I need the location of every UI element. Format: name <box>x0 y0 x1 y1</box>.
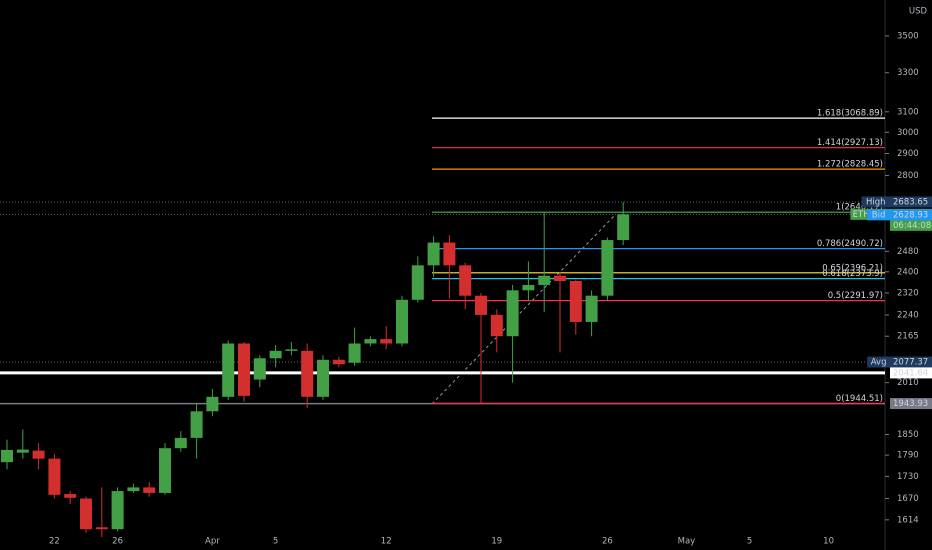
candle-body <box>1 449 13 463</box>
fib-label: 1.414(2927.13) <box>817 138 883 148</box>
x-tick-label: 22 <box>49 537 60 547</box>
y-tick-label: 2165 <box>897 332 919 342</box>
candle-body <box>475 295 487 315</box>
candle-body <box>16 449 29 453</box>
x-tick-label: May <box>678 537 696 547</box>
price-badge-value: 1943.93 <box>893 399 928 409</box>
candle-body <box>585 295 598 322</box>
price-badge-name-box <box>867 356 890 368</box>
candle-body <box>285 349 298 351</box>
price-badge-name: High <box>866 197 886 207</box>
price-badge-value: 2077.37 <box>893 358 928 368</box>
fib-label: 0.5(2291.97) <box>828 291 883 301</box>
candle-body <box>269 350 282 359</box>
y-tick-label: 2320 <box>897 288 919 298</box>
y-tick-label: 2480 <box>897 247 919 257</box>
y-tick-label: 2240 <box>897 310 919 320</box>
x-tick-label: 5 <box>273 537 278 547</box>
x-tick-label: Apr <box>205 537 220 547</box>
price-badge <box>890 196 932 208</box>
candle-body <box>459 265 472 296</box>
currency-label: USD <box>909 7 928 17</box>
candle-body <box>206 396 219 412</box>
candle-body <box>506 290 519 337</box>
y-tick-label: 1614 <box>897 515 919 525</box>
candle-body <box>396 299 408 344</box>
x-tick-label: 26 <box>602 537 613 547</box>
x-tick-label: 5 <box>747 537 752 547</box>
candle-body <box>95 527 108 530</box>
candle-body <box>317 359 329 397</box>
candle-body <box>111 491 124 530</box>
y-tick-label: 2400 <box>897 267 919 277</box>
candle-body <box>127 487 140 492</box>
x-tick-label: 12 <box>381 537 392 547</box>
candle-body <box>332 359 345 365</box>
x-tick-label: 26 <box>112 537 123 547</box>
candle-body <box>238 343 250 396</box>
y-tick-label: 1730 <box>897 472 919 482</box>
price-badge <box>890 209 932 221</box>
y-tick-label: 1790 <box>897 451 919 461</box>
fib-label: 1.272(2828.45) <box>817 160 883 170</box>
price-badge-value: 2628.93 <box>893 210 928 220</box>
candle-body <box>348 343 361 363</box>
x-tick-label: 19 <box>491 537 502 547</box>
x-tick-label: 10 <box>823 537 834 547</box>
y-tick-label: 1670 <box>897 494 919 504</box>
y-tick-label: 3100 <box>897 107 919 117</box>
y-tick-label: 3300 <box>897 68 919 78</box>
candle-body <box>190 411 203 438</box>
fib-label: 0.65(2396.21) <box>822 263 883 273</box>
fib-label: 0(1944.51) <box>836 394 883 404</box>
candle-body <box>522 284 535 291</box>
candle-body <box>364 339 377 344</box>
candle-body <box>411 265 424 300</box>
candle-body <box>617 214 630 241</box>
candle-body <box>253 358 266 380</box>
y-tick-label: 3000 <box>897 128 919 138</box>
candle-body <box>80 498 92 530</box>
fib-label: 0.618(2373.9) <box>822 269 883 279</box>
price-badge-name-box <box>867 209 890 221</box>
candle-body <box>222 343 235 397</box>
candle-body <box>64 494 77 498</box>
candle-body <box>143 487 156 493</box>
y-tick-label: 2900 <box>897 149 919 159</box>
candle-body <box>380 339 393 344</box>
price-badge-name: Avg <box>871 358 887 368</box>
price-badge-name: Bid <box>872 210 886 220</box>
candle-body <box>48 458 61 495</box>
candle-body <box>538 275 551 285</box>
candle-body <box>490 314 503 337</box>
y-tick-label: 2010 <box>897 378 919 388</box>
price-badge <box>890 398 932 410</box>
candle-body <box>159 448 171 493</box>
fib-label: 1.618(3068.89) <box>817 109 883 119</box>
y-tick-label: 2800 <box>897 171 919 181</box>
price-badge <box>890 356 932 368</box>
y-tick-label: 3500 <box>897 31 919 41</box>
candle-body <box>601 240 614 296</box>
candle-body <box>569 280 582 322</box>
fib-label: 0.786(2490.72) <box>817 239 883 249</box>
candle-body <box>443 242 456 266</box>
price-badge-countdown: 06:44:08 <box>893 221 931 231</box>
candle-body <box>32 450 45 459</box>
y-tick-label: 1850 <box>897 430 919 440</box>
price-badge-name-box <box>861 196 890 208</box>
fib-label: 1(2640.17) <box>836 203 883 213</box>
price-badge-value: 2683.65 <box>893 197 928 207</box>
candle-body <box>427 242 440 266</box>
candle-body <box>301 350 314 397</box>
price-badge-value: 2041.64 <box>893 368 928 378</box>
candle-body <box>554 275 566 281</box>
candle-body <box>174 437 187 449</box>
price-badge <box>890 367 932 379</box>
